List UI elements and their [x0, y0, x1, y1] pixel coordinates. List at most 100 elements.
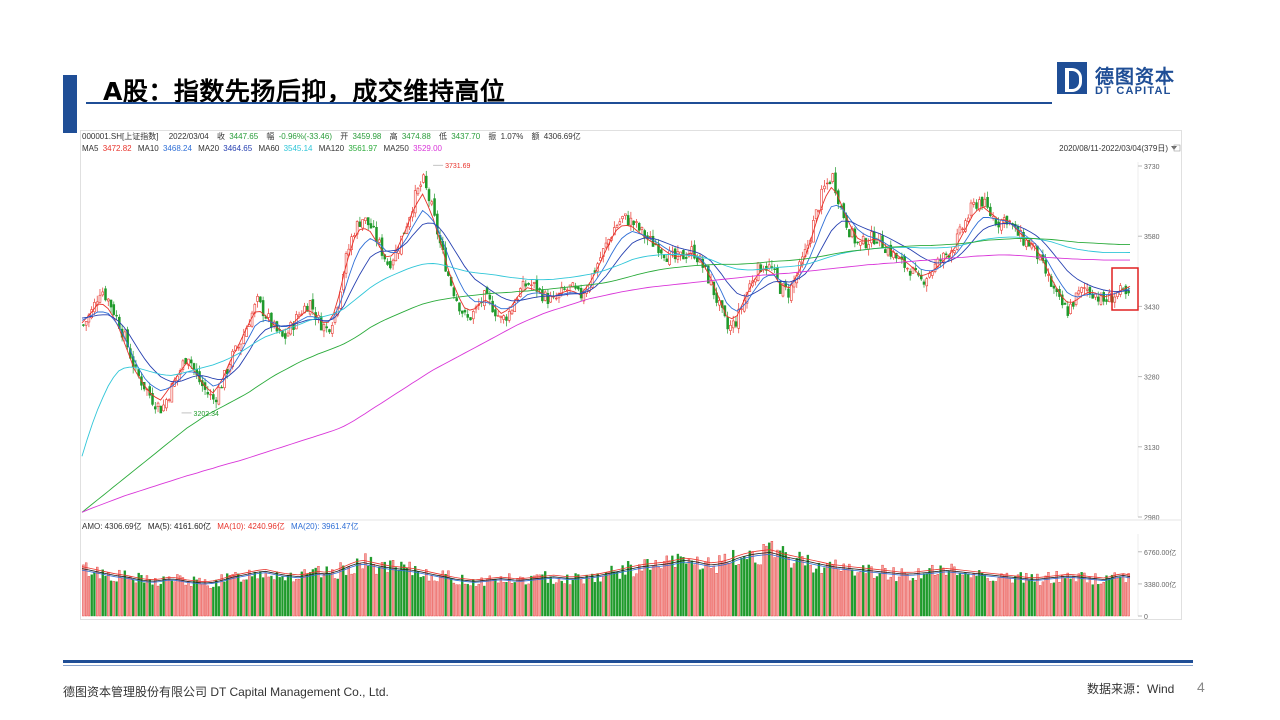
volume-bar	[704, 561, 707, 617]
candle-body	[286, 332, 290, 337]
volume-bar	[618, 578, 621, 617]
volume-bar	[192, 576, 196, 617]
candle-body	[317, 314, 320, 318]
volume-bar	[344, 574, 348, 617]
candle-body	[1052, 285, 1056, 289]
volume-bar	[712, 565, 716, 617]
volume-bar	[889, 576, 892, 617]
candle-body	[270, 312, 273, 328]
vol-ma10: MA(10): 4240.96亿	[217, 521, 285, 531]
volume-bar	[209, 588, 212, 617]
logo-text-cn: 德图资本	[1095, 66, 1176, 88]
volume-bar	[425, 569, 428, 617]
candle-body	[109, 299, 113, 308]
volume-bar	[936, 574, 939, 617]
candle-body	[1105, 299, 1108, 302]
volume-bar	[657, 566, 660, 617]
volume-bar	[626, 561, 630, 617]
volume-bar	[438, 575, 442, 617]
ma-line-ma60	[81, 236, 1131, 457]
candle-body	[389, 261, 392, 269]
volume-bar	[1080, 572, 1083, 617]
volume-bar	[505, 582, 508, 617]
volume-bar	[867, 564, 870, 617]
volume-bar	[414, 566, 417, 617]
candle-body	[613, 227, 616, 236]
volume-bar	[698, 569, 702, 617]
volume-bar	[676, 553, 680, 617]
volume-bar	[1121, 574, 1125, 617]
candle-body	[560, 286, 564, 295]
volume-bar	[361, 568, 364, 617]
volume-bar	[521, 577, 525, 617]
logo-text-en: DT CAPITAL	[1095, 85, 1172, 97]
volume-bar	[853, 575, 857, 617]
volume-bar	[662, 561, 666, 617]
candle-body	[126, 329, 129, 348]
candle-body	[651, 235, 655, 247]
volume-bar	[239, 581, 243, 617]
volume-bar	[881, 564, 884, 617]
candle-body	[718, 299, 721, 306]
volume-bar	[488, 575, 492, 617]
candle-body	[1094, 293, 1097, 298]
volume-bar	[914, 580, 917, 617]
volume-bar	[532, 575, 536, 617]
header-change-label: 幅	[266, 131, 274, 141]
candle-body	[895, 252, 898, 259]
candle-body	[731, 320, 735, 329]
volume-bar	[798, 551, 801, 617]
volume-bar	[212, 586, 215, 617]
candle-body	[648, 236, 652, 238]
volume-bar	[624, 574, 627, 617]
period-dropdown-icon[interactable]	[1171, 144, 1181, 152]
volume-bar	[286, 574, 290, 617]
volume-bar	[485, 578, 489, 617]
candle-body	[538, 288, 541, 290]
candle-body	[922, 281, 926, 285]
volume-header: AMO: 4306.69亿	[82, 521, 142, 531]
volume-bar	[726, 562, 729, 617]
candle-body	[510, 309, 514, 315]
volume-bar	[980, 573, 984, 617]
candle-body	[220, 386, 223, 389]
candle-body	[217, 387, 221, 405]
volume-bar	[264, 572, 268, 617]
candle-body	[377, 239, 381, 243]
candle-body	[1074, 292, 1078, 305]
candle-body	[823, 185, 826, 190]
volume-bar	[845, 569, 848, 617]
volume-bar	[353, 573, 356, 617]
volume-bar	[1094, 573, 1097, 617]
candle-body	[989, 206, 992, 217]
volume-bar	[776, 549, 779, 617]
volume-bar	[964, 572, 967, 617]
candle-body	[554, 297, 558, 300]
volume-bar	[751, 551, 754, 617]
candle-body	[82, 324, 85, 326]
candle-body	[632, 220, 635, 226]
volume-bar	[972, 573, 975, 617]
volume-bar	[809, 564, 812, 617]
volume-bar	[1113, 572, 1116, 617]
volume-bar	[165, 578, 168, 617]
volume-bar	[140, 574, 143, 617]
volume-bar	[557, 578, 561, 617]
volume-bar	[906, 574, 909, 617]
volume-bar	[311, 569, 315, 617]
candle-body	[433, 198, 436, 216]
candle-body	[980, 196, 984, 207]
volume-bar	[397, 569, 400, 617]
candle-body	[259, 296, 262, 303]
candle-body	[455, 298, 458, 301]
volume-bar	[234, 572, 237, 617]
volume-bar	[806, 554, 810, 617]
volume-bar	[944, 574, 948, 617]
volume-bar	[120, 577, 124, 617]
volume-bar	[892, 567, 895, 617]
candle-body	[214, 399, 218, 403]
volume-bar	[1102, 582, 1105, 617]
candle-body	[972, 201, 976, 205]
volume-bar	[1033, 581, 1036, 617]
volume-bar	[394, 567, 398, 617]
